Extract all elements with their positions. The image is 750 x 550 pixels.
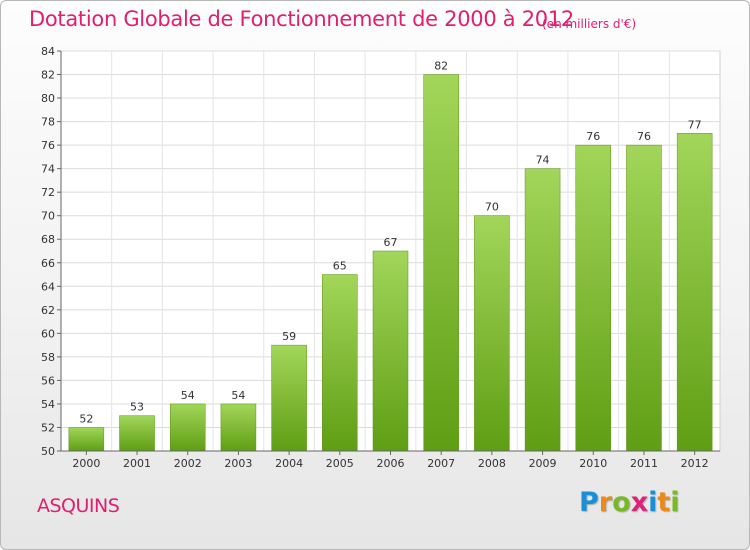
y-tick-label: 52	[41, 421, 55, 434]
x-tick-label: 2009	[529, 457, 557, 470]
y-tick-label: 76	[41, 139, 55, 152]
bar	[524, 168, 561, 452]
data-label: 76	[586, 130, 600, 143]
data-label: 74	[536, 154, 550, 167]
bar	[169, 403, 206, 452]
bar	[119, 415, 155, 452]
bar	[271, 344, 307, 452]
y-tick-label: 64	[41, 280, 55, 293]
proxiti-logo[interactable]: Proxiti	[579, 487, 680, 518]
y-tick-label: 58	[41, 351, 55, 364]
x-tick-label: 2005	[326, 457, 354, 470]
bar	[322, 274, 358, 452]
data-label: 77	[688, 118, 702, 131]
commune-name: ASQUINS	[37, 495, 120, 517]
data-label: 65	[333, 260, 347, 273]
x-tick-label: 2011	[630, 457, 658, 470]
logo-letter: r	[598, 487, 613, 518]
data-label: 59	[282, 330, 296, 343]
bar	[220, 403, 257, 452]
y-tick-label: 70	[41, 210, 55, 223]
x-tick-label: 2001	[123, 457, 151, 470]
y-tick-label: 74	[41, 163, 55, 176]
x-tick-label: 2010	[579, 457, 607, 470]
y-tick-label: 84	[41, 45, 55, 58]
y-tick-label: 50	[41, 445, 55, 458]
logo-letter: i	[670, 487, 680, 518]
bar	[372, 250, 409, 452]
x-tick-label: 2012	[681, 457, 709, 470]
y-tick-label: 60	[41, 327, 55, 340]
y-tick-label: 66	[41, 257, 55, 270]
bar	[676, 133, 713, 452]
bar	[626, 144, 662, 452]
data-label: 67	[384, 236, 398, 249]
y-tick-label: 78	[41, 116, 55, 129]
x-tick-label: 2007	[427, 457, 455, 470]
data-label: 54	[181, 389, 195, 402]
data-label: 54	[231, 389, 245, 402]
y-tick-label: 68	[41, 233, 55, 246]
y-tick-label: 82	[41, 69, 55, 82]
y-tick-label: 56	[41, 374, 55, 387]
bar	[474, 215, 510, 452]
data-label: 53	[130, 401, 144, 414]
logo-letter: o	[612, 487, 631, 518]
y-tick-label: 80	[41, 92, 55, 105]
data-label: 76	[637, 130, 651, 143]
chart-subtitle: (en milliers d'€)	[542, 17, 637, 31]
bar	[423, 74, 459, 452]
logo-letter: t	[657, 487, 671, 518]
x-tick-label: 2000	[72, 457, 100, 470]
logo-letter: P	[579, 487, 599, 518]
x-tick-label: 2003	[224, 457, 252, 470]
logo-letter: i	[648, 487, 658, 518]
x-tick-label: 2004	[275, 457, 303, 470]
data-label: 70	[485, 201, 499, 214]
bar	[68, 427, 105, 452]
bar	[575, 144, 612, 452]
y-tick-label: 62	[41, 304, 55, 317]
data-label: 82	[434, 60, 448, 73]
logo-letter: x	[630, 487, 649, 518]
x-tick-label: 2008	[478, 457, 506, 470]
y-tick-label: 72	[41, 186, 55, 199]
x-tick-label: 2002	[174, 457, 202, 470]
data-label: 52	[79, 412, 93, 425]
chart-title: Dotation Globale de Fonctionnement de 20…	[29, 7, 574, 31]
y-tick-label: 54	[41, 398, 55, 411]
x-tick-label: 2006	[377, 457, 405, 470]
